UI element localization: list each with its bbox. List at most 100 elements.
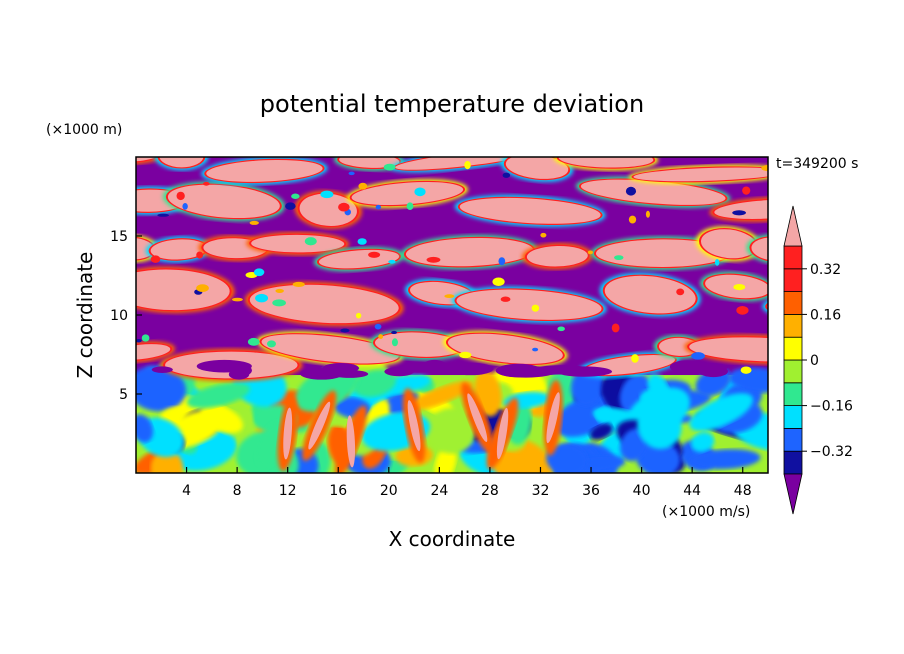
field-plume-core	[308, 401, 331, 450]
small-anomaly	[628, 215, 637, 224]
colorbar-bin	[783, 268, 803, 292]
small-anomaly	[357, 238, 367, 245]
colorbar: 0.32 0.16 0 −0.16 −0.32	[783, 205, 853, 515]
small-anomaly	[182, 202, 188, 210]
x-tick-label: 12	[279, 483, 297, 499]
boundary-intrusion	[556, 366, 612, 377]
small-anomaly	[291, 193, 300, 199]
small-anomaly	[492, 277, 505, 286]
field-plume-core	[346, 415, 356, 468]
x-tick-label: 48	[734, 483, 752, 499]
field-blob	[589, 423, 613, 440]
small-anomaly	[368, 251, 381, 258]
small-anomaly	[614, 255, 624, 261]
small-anomaly	[272, 299, 286, 307]
small-anomaly	[374, 323, 382, 330]
layer-segment	[595, 239, 731, 267]
small-anomaly	[338, 202, 350, 212]
small-anomaly	[320, 190, 334, 199]
small-anomaly	[176, 191, 185, 201]
layer-segment	[159, 157, 204, 168]
colorbar-label: −0.16	[810, 399, 853, 415]
layer-segment	[633, 167, 768, 182]
colorbar-bin	[783, 336, 803, 361]
field-blob	[595, 406, 613, 423]
small-anomaly	[340, 328, 350, 333]
layer-segment	[580, 179, 726, 205]
layer-segment	[136, 237, 154, 260]
colorbar-label: 0.32	[810, 262, 841, 278]
colorbar-bin	[783, 427, 803, 452]
small-anomaly	[459, 351, 472, 359]
y-axis-ticks: 5 10 15	[110, 229, 142, 403]
layer-segment	[299, 193, 357, 226]
x-tick-label: 36	[582, 483, 600, 499]
boundary-intrusion	[497, 366, 556, 378]
small-anomaly	[714, 258, 720, 266]
field-blob	[637, 403, 682, 449]
small-anomaly	[691, 352, 705, 360]
small-anomaly	[247, 337, 260, 346]
small-anomaly	[378, 334, 384, 340]
boundary-intrusion	[689, 362, 729, 372]
small-anomaly	[266, 340, 276, 348]
field-blob	[546, 443, 588, 473]
small-anomaly	[141, 334, 150, 342]
small-anomaly	[196, 284, 209, 292]
small-anomaly	[304, 237, 317, 246]
field-blob	[136, 414, 154, 443]
field-blob	[689, 393, 753, 432]
y-tick-label: 15	[110, 229, 128, 245]
colorbar-bin	[783, 291, 803, 315]
small-anomaly	[557, 326, 565, 332]
small-anomaly	[742, 186, 751, 195]
layer-segment	[206, 159, 323, 182]
chart-title: potential temperature deviation	[260, 90, 644, 118]
boundary-intrusion	[384, 367, 414, 377]
small-anomaly	[502, 172, 511, 178]
x-tick-label: 32	[532, 483, 550, 499]
field-blob	[690, 449, 761, 470]
layer-segment	[604, 275, 696, 314]
boundary-intrusion	[196, 359, 252, 373]
field-plume-core	[496, 407, 509, 460]
small-anomaly	[255, 293, 269, 303]
small-anomaly	[464, 160, 471, 170]
layer-segment	[136, 269, 230, 311]
x-unit-label: (×1000 m/s)	[662, 504, 750, 520]
y-unit-label: (×1000 m)	[46, 122, 122, 138]
layer-segment	[339, 157, 400, 168]
small-anomaly	[358, 182, 368, 190]
small-anomaly	[500, 296, 511, 302]
layer-segment	[167, 184, 280, 219]
small-anomaly	[406, 202, 414, 210]
small-anomaly	[532, 347, 539, 352]
small-anomaly	[444, 294, 455, 299]
small-anomaly	[531, 304, 540, 312]
layer-segment	[456, 289, 602, 320]
small-anomaly	[136, 338, 142, 343]
small-anomaly	[587, 250, 594, 255]
layer-segment	[526, 245, 588, 267]
small-anomaly	[540, 232, 547, 238]
colorbar-bin	[783, 359, 803, 384]
small-anomaly	[740, 366, 752, 374]
field-blob	[352, 369, 397, 397]
field-blob	[635, 440, 681, 473]
layer-segment	[447, 333, 563, 364]
field-blob	[408, 381, 474, 411]
small-anomaly	[292, 281, 305, 287]
small-anomaly	[275, 288, 284, 293]
layer-segment	[136, 157, 158, 162]
small-anomaly	[625, 186, 637, 196]
colorbar-bin	[783, 245, 803, 270]
x-tick-label: 20	[380, 483, 398, 499]
colorbar-bin	[783, 405, 803, 429]
layer-segment	[251, 234, 345, 253]
heatmap-field	[136, 157, 768, 473]
layer-segment	[700, 229, 757, 259]
small-anomaly	[611, 323, 620, 333]
small-anomaly	[391, 330, 398, 335]
layer-segment	[459, 197, 601, 224]
